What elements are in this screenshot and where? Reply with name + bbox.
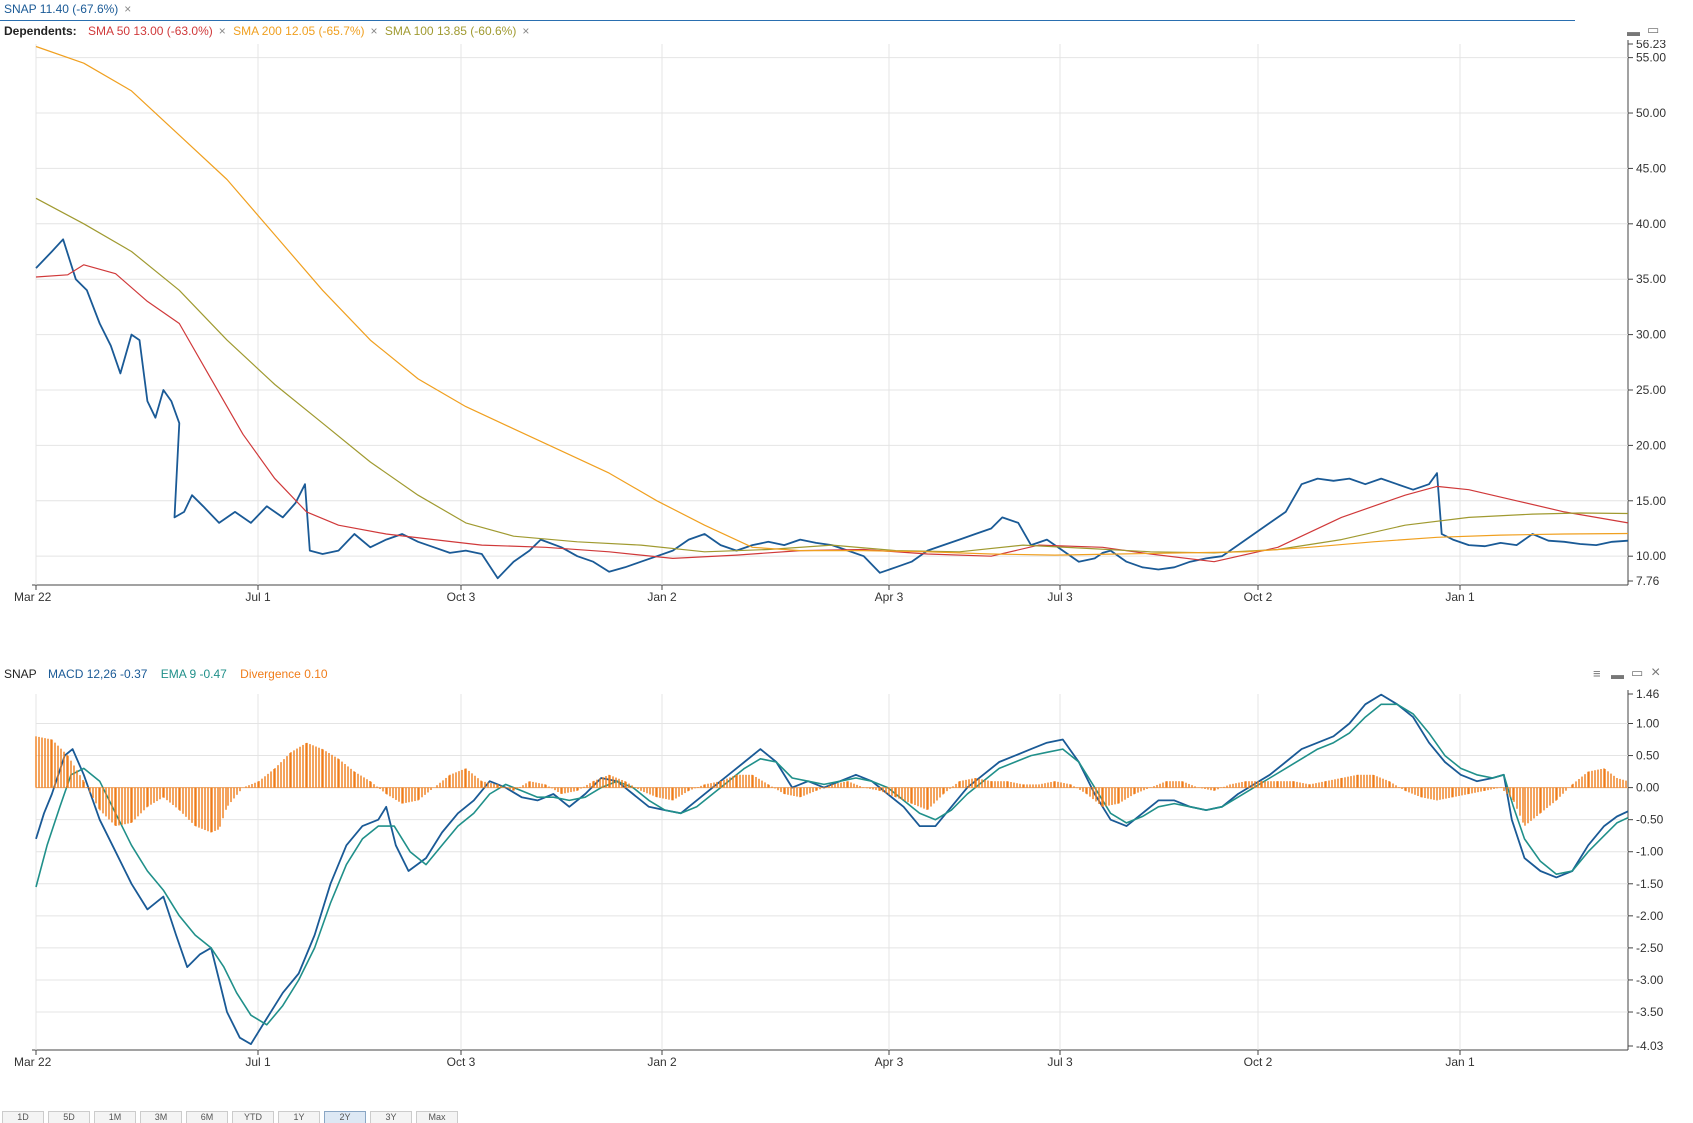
range-selector: 1D 5D 1M 3M 6M YTD 1Y 2Y 3Y Max: [0, 1110, 1693, 1123]
price-x-tick-label: Jan 2: [647, 590, 677, 604]
macd-y-tick-label: -0.50: [1636, 813, 1664, 827]
dependents-legend: Dependents: SMA 50 13.00 (-63.0%) × SMA 2…: [4, 24, 533, 38]
sma100-legend-item[interactable]: SMA 100 13.85 (-60.6%): [384, 24, 517, 38]
price-x-tick-label: Jul 1: [245, 590, 271, 604]
macd-x-tick-label: Apr 3: [875, 1055, 904, 1069]
remove-symbol-icon[interactable]: ×: [124, 2, 132, 16]
macd-symbol-label: SNAP: [4, 667, 37, 681]
macd-y-tick-label: -4.03: [1636, 1039, 1664, 1053]
macd-y-tick-label: 0.00: [1636, 781, 1660, 795]
range-button-6m[interactable]: 6M: [186, 1111, 228, 1123]
price-y-tick-label: 50.00: [1636, 106, 1666, 120]
macd-y-tick-label: -2.00: [1636, 909, 1664, 923]
price-x-tick-label: Oct 3: [447, 590, 476, 604]
range-button-5d[interactable]: 5D: [48, 1111, 90, 1123]
symbol-label[interactable]: SNAP 11.40 (-67.6%): [4, 2, 119, 16]
range-button-1d[interactable]: 1D: [2, 1111, 44, 1123]
minimize-macd-panel-icon[interactable]: ▬: [1611, 667, 1624, 682]
price-y-tick-label: 10.00: [1636, 549, 1666, 563]
range-button-ytd[interactable]: YTD: [232, 1111, 274, 1123]
macd-y-tick-label: -1.00: [1636, 845, 1664, 859]
price-y-tick-label: 7.76: [1636, 574, 1660, 588]
remove-sma200-icon[interactable]: ×: [370, 24, 378, 38]
symbol-legend: SNAP 11.40 (-67.6%) ×: [4, 2, 135, 16]
macd-y-tick-label: 0.50: [1636, 749, 1660, 763]
minimize-price-panel-icon[interactable]: ▬: [1627, 24, 1640, 39]
price-y-tick-label: 35.00: [1636, 272, 1666, 286]
macd-x-tick-label: Jan 2: [647, 1055, 677, 1069]
price-y-tick-label: 25.00: [1636, 383, 1666, 397]
macd-x-tick-label: Jul 3: [1047, 1055, 1073, 1069]
range-button-1y[interactable]: 1Y: [278, 1111, 320, 1123]
top-divider: [0, 20, 1575, 21]
macd-x-tick-label: Oct 2: [1244, 1055, 1273, 1069]
sma200-legend-item[interactable]: SMA 200 12.05 (-65.7%): [233, 24, 365, 38]
macd-legend-item[interactable]: MACD 12,26 -0.37: [48, 667, 148, 681]
price-y-tick-label: 40.00: [1636, 217, 1666, 231]
macd-y-tick-label: -2.50: [1636, 941, 1664, 955]
macd-chart[interactable]: 1.46 1.00 0.50 0.00 -0.50 -1.00 -1.50 -2.00 -2.5…: [0, 686, 1693, 1110]
price-x-tick-label: Oct 2: [1244, 590, 1273, 604]
price-series-sma-50-line: [35, 264, 1629, 563]
macd-x-tick-label: Jan 1: [1445, 1055, 1475, 1069]
price-x-tick-label: Apr 3: [875, 590, 904, 604]
price-y-tick-label: 15.00: [1636, 494, 1666, 508]
macd-y-tick-label: -3.50: [1636, 1005, 1664, 1019]
ema9-legend-item[interactable]: EMA 9 -0.47: [160, 667, 227, 681]
range-button-1m[interactable]: 1M: [94, 1111, 136, 1123]
price-y-tick-label: 20.00: [1636, 438, 1666, 452]
macd-y-tick-label: -1.50: [1636, 877, 1664, 891]
macd-x-tick-label: Mar 22: [14, 1055, 52, 1069]
price-x-tick-label: Jul 3: [1047, 590, 1073, 604]
maximize-price-panel-icon[interactable]: ▭: [1647, 22, 1660, 37]
macd-series-ema-9-line: [35, 703, 1629, 1026]
close-macd-panel-icon[interactable]: ×: [1651, 664, 1661, 681]
range-button-3y[interactable]: 3Y: [370, 1111, 412, 1123]
macd-y-tick-label: -3.00: [1636, 973, 1664, 987]
macd-y-tick-label: 1.46: [1636, 687, 1660, 701]
price-series-sma-200-line: [35, 45, 1629, 556]
price-series-sma-100-line: [35, 197, 1629, 554]
price-y-tick-label: 56.23: [1636, 40, 1666, 51]
sma50-legend-item[interactable]: SMA 50 13.00 (-63.0%): [88, 24, 213, 38]
menu-icon[interactable]: ≡: [1593, 666, 1601, 681]
price-y-tick-label: 45.00: [1636, 161, 1666, 175]
price-x-tick-label: Jan 1: [1445, 590, 1475, 604]
price-x-tick-label: Mar 22: [14, 590, 52, 604]
range-button-3m[interactable]: 3M: [140, 1111, 182, 1123]
macd-y-tick-label: 1.00: [1636, 716, 1660, 730]
macd-x-tick-label: Oct 3: [447, 1055, 476, 1069]
price-y-tick-label: 30.00: [1636, 328, 1666, 342]
macd-legend: SNAP MACD 12,26 -0.37 EMA 9 -0.47 Diverg…: [4, 667, 332, 681]
remove-sma100-icon[interactable]: ×: [522, 24, 530, 38]
price-series-snap-line: [35, 238, 1629, 580]
price-y-tick-label: 55.00: [1636, 51, 1666, 65]
divergence-legend-item[interactable]: Divergence 0.10: [240, 667, 328, 681]
range-button-max[interactable]: Max: [416, 1111, 458, 1123]
remove-sma50-icon[interactable]: ×: [218, 24, 226, 38]
maximize-macd-panel-icon[interactable]: ▭: [1631, 665, 1644, 680]
range-button-2y[interactable]: 2Y: [324, 1111, 366, 1123]
dependents-label: Dependents:: [4, 24, 77, 38]
macd-x-tick-label: Jul 1: [245, 1055, 271, 1069]
macd-series-macd-12-26-line: [35, 693, 1629, 1045]
